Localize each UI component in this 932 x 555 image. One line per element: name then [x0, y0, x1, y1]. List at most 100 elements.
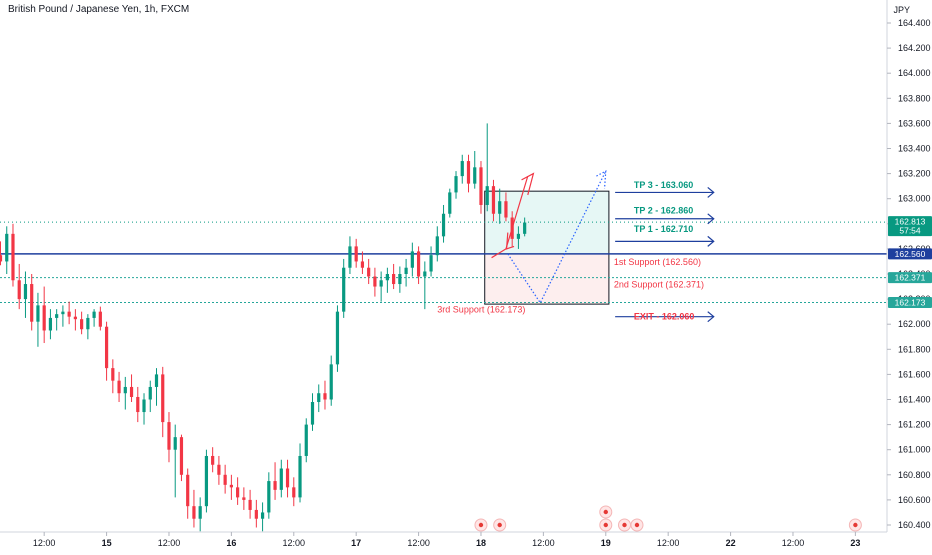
candle	[292, 477, 296, 507]
event-marker-dot	[603, 509, 608, 515]
candle	[329, 355, 333, 406]
candle	[279, 459, 283, 498]
candle-body	[92, 311, 96, 318]
candle-body	[198, 506, 202, 519]
candle-body	[342, 267, 346, 312]
support2-label: 2nd Support (162.371)	[614, 280, 704, 290]
y-tick-label: 160.600	[898, 495, 931, 505]
candle	[117, 371, 121, 403]
candle	[379, 271, 383, 302]
support1-label: 1st Support (162.560)	[614, 257, 701, 267]
candle	[423, 261, 427, 310]
y-tick-label: 160.800	[898, 470, 931, 480]
tp1-label: TP 1 - 162.710	[634, 224, 693, 234]
candle	[398, 266, 402, 293]
event-marker[interactable]	[599, 505, 613, 519]
candle-body	[298, 455, 302, 498]
candle	[491, 179, 496, 222]
candle-body	[317, 393, 321, 403]
candle	[11, 223, 15, 287]
candle	[5, 226, 9, 274]
candle	[104, 321, 109, 381]
candle	[285, 459, 290, 498]
candle	[473, 151, 477, 189]
candle-body	[485, 186, 489, 205]
candle-body	[67, 311, 71, 317]
candle	[192, 489, 196, 528]
candle-body	[211, 455, 215, 465]
x-tick-label: 12:00	[782, 538, 805, 548]
candle	[304, 418, 308, 463]
x-tick-label: 12:00	[33, 538, 56, 548]
x-tick-label: 12:00	[657, 538, 680, 548]
candle-body	[217, 464, 221, 475]
support3-label: 3rd Support (162.173)	[437, 304, 525, 314]
candle-body	[404, 267, 408, 274]
candle	[173, 424, 177, 498]
event-marker[interactable]	[474, 518, 488, 532]
y-tick-label: 163.600	[898, 118, 931, 128]
blue-arrowhead	[596, 170, 607, 189]
candle	[229, 474, 233, 500]
event-marker[interactable]	[630, 518, 644, 532]
candle	[367, 258, 371, 285]
event-marker[interactable]	[493, 518, 507, 532]
x-tick-label: 12:00	[532, 538, 555, 548]
event-marker[interactable]	[618, 518, 631, 532]
candle	[186, 468, 190, 519]
candle-body	[292, 487, 296, 498]
candle-body	[448, 192, 452, 214]
price-badge: 162.173	[888, 296, 932, 308]
candle	[516, 226, 521, 249]
candle-body	[42, 305, 46, 331]
candle-body	[423, 271, 427, 277]
candle	[410, 242, 414, 277]
candle-body	[80, 319, 84, 330]
candle-body	[55, 314, 59, 318]
candle-body	[11, 233, 15, 281]
candle	[348, 236, 352, 274]
event-marker[interactable]	[599, 518, 613, 532]
candle-body	[148, 386, 152, 400]
candle	[310, 393, 315, 431]
candle-body	[441, 213, 446, 237]
candle	[167, 412, 171, 463]
event-marker[interactable]	[848, 518, 862, 532]
candle-body	[154, 374, 159, 387]
candle	[86, 314, 90, 340]
candle-body	[273, 481, 277, 490]
candle-body	[410, 251, 414, 268]
candle	[317, 384, 321, 413]
event-marker-dot	[603, 522, 608, 528]
candle	[30, 274, 34, 331]
candle-body	[454, 176, 458, 193]
candle	[466, 154, 471, 193]
candle	[211, 447, 215, 473]
y-tick-label: 161.400	[898, 395, 931, 405]
candle-body	[86, 317, 90, 330]
candle-body	[98, 311, 102, 327]
candle	[98, 306, 102, 331]
candle-body	[204, 455, 209, 507]
red-path	[505, 232, 515, 250]
candle-body	[460, 161, 464, 177]
candle-body	[236, 487, 240, 498]
candle	[392, 263, 396, 290]
candle	[136, 386, 140, 423]
candle-body	[242, 497, 246, 500]
candle-body	[136, 396, 140, 413]
candle-body	[429, 255, 433, 272]
y-tick-label: 162.000	[898, 319, 931, 329]
candle	[198, 497, 202, 532]
candle-body	[504, 201, 508, 218]
candle-body	[479, 167, 483, 205]
candle	[385, 267, 389, 293]
candle	[354, 238, 358, 268]
candle-body	[398, 274, 402, 285]
candle	[254, 499, 258, 528]
candle-body	[379, 280, 383, 287]
price-badge-text: 162.371	[895, 273, 926, 283]
annotations: TP 3 - 163.060 TP 2 - 162.860 TP 1 - 162.7…	[437, 180, 715, 323]
